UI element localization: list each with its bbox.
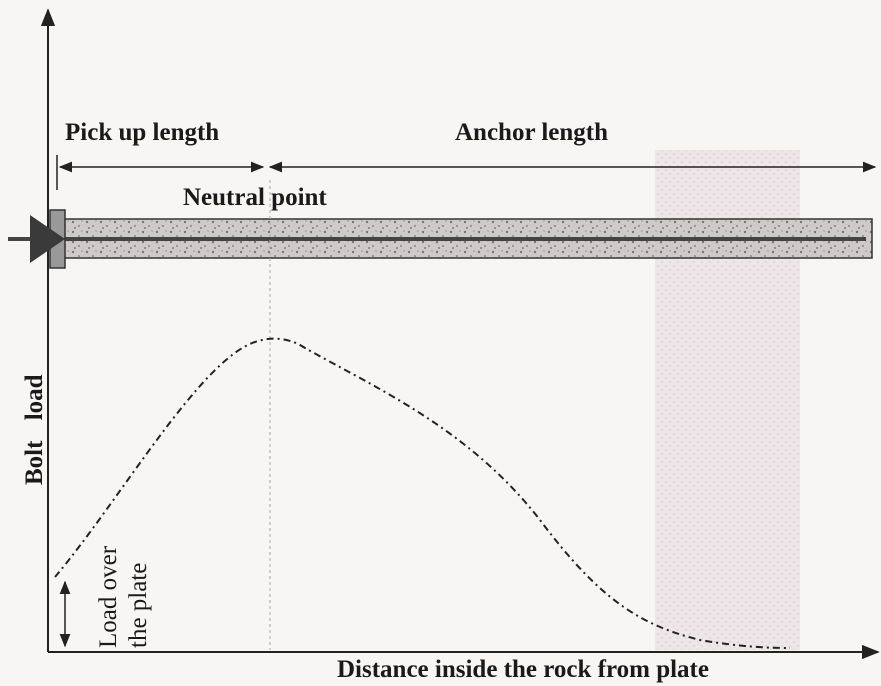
neutral-point-label: Neutral point bbox=[183, 184, 327, 211]
bolt-load-curve bbox=[54, 337, 791, 649]
anchor-label: Anchor length bbox=[455, 119, 608, 146]
bolt-head bbox=[30, 215, 65, 263]
load-over-plate-line: the plate bbox=[125, 563, 152, 648]
load-over-plate-line: Load over bbox=[95, 545, 122, 648]
x-axis-label: Distance inside the rock from plate bbox=[337, 656, 709, 683]
y-axis-label: Bolt load bbox=[21, 374, 48, 485]
pick-up-label: Pick up length bbox=[65, 119, 219, 146]
